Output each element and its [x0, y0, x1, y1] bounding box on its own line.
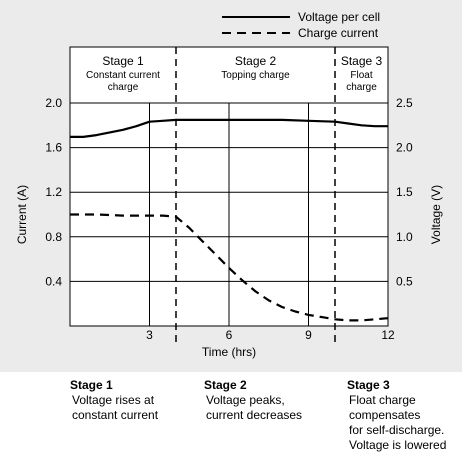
x-tick-label: 12 — [381, 328, 395, 342]
y-left-tick-label: 2.0 — [45, 96, 62, 110]
stage-subtitle: Float — [350, 70, 372, 81]
stage-subtitle: Constant current — [86, 70, 160, 81]
caption-title: Stage 1 — [70, 378, 113, 392]
caption-title: Stage 3 — [347, 378, 390, 392]
voltage-line — [70, 118, 388, 138]
stage-subtitle: Topping charge — [221, 70, 290, 81]
caption-line: current decreases — [206, 408, 303, 422]
legend-label: Charge current — [298, 26, 379, 40]
stage-subtitle: charge — [108, 82, 139, 93]
x-tick-label: 9 — [305, 328, 312, 342]
plot-frame — [69, 46, 389, 327]
y-left-tick-label: 1.2 — [45, 185, 62, 199]
caption-line: constant current — [72, 408, 159, 422]
caption-line: Voltage peaks, — [206, 393, 285, 407]
caption-line: compensates — [349, 408, 421, 422]
y-left-tick-label: 0.8 — [45, 230, 62, 244]
y-right-tick-label: 2.5 — [396, 96, 413, 110]
legend-label: Voltage per cell — [298, 10, 380, 24]
caption-line: Voltage is lowered — [349, 438, 447, 452]
caption-stage-3: Stage 3 Float charge compensates for sel… — [347, 378, 459, 453]
chart-panel: Stage 1 Constant current charge Stage 2 Topp… — [0, 0, 462, 372]
x-tick-label: 3 — [146, 328, 153, 342]
y-right-tick-label: 0.5 — [396, 274, 413, 288]
x-axis-label: Time (hrs) — [202, 345, 256, 359]
caption-line: for self-discharge. — [349, 423, 445, 437]
y-left-tick-label: 0.4 — [45, 274, 62, 288]
y-right-tick-label: 1.5 — [396, 185, 413, 199]
caption-title: Stage 2 — [204, 378, 247, 392]
stage-subtitle: charge — [346, 82, 377, 93]
stage-title: Stage 2 — [235, 54, 277, 68]
caption-stage-1: Stage 1 Voltage rises at constant curren… — [70, 378, 190, 423]
charge-current-line — [70, 213, 389, 322]
y-right-tick-label: 1.0 — [396, 230, 413, 244]
caption-line: Float charge — [349, 393, 416, 407]
x-tick-label: 6 — [226, 328, 233, 342]
y-left-axis-label: Current (A) — [15, 185, 29, 244]
y-right-axis-label: Voltage (V) — [429, 185, 443, 244]
y-left-tick-label: 1.6 — [45, 141, 62, 155]
caption-line: Voltage rises at — [72, 393, 155, 407]
stage-title: Stage 1 — [102, 54, 144, 68]
stage-title: Stage 3 — [341, 54, 383, 68]
y-right-tick-label: 2.0 — [396, 141, 413, 155]
caption-stage-2: Stage 2 Voltage peaks, current decreases — [204, 378, 334, 423]
